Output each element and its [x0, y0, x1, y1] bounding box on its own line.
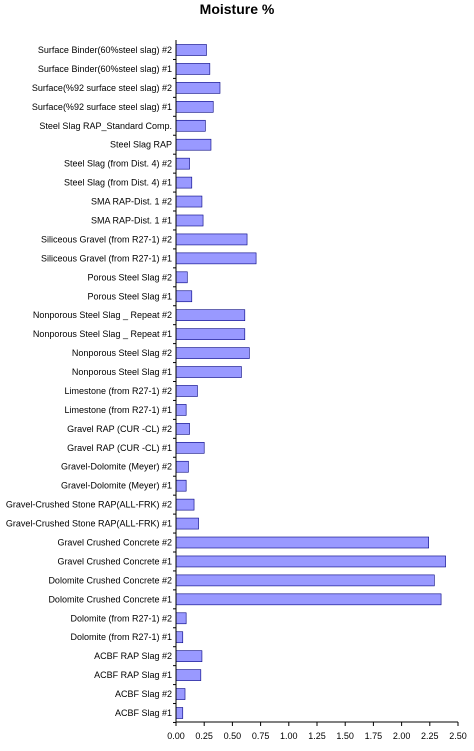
bar — [175, 631, 184, 644]
category-label: Siliceous Gravel (from R27-1) #2 — [41, 234, 172, 244]
bar — [175, 498, 195, 511]
bars-layer — [175, 44, 446, 719]
bar — [175, 385, 198, 397]
category-label: Steel Slag (from Dist. 4) #2 — [64, 159, 172, 169]
category-label: Surface(%92 surface steel slag) #2 — [32, 83, 172, 93]
bar — [175, 328, 246, 340]
category-label: Limestone (from R27-1) #1 — [64, 405, 172, 415]
bar — [175, 536, 429, 549]
bar — [175, 574, 435, 587]
bar — [175, 460, 189, 473]
category-label: Gravel RAP (CUR -CL) #2 — [67, 424, 172, 434]
category-label: Gravel Crushed Concrete #1 — [57, 556, 172, 566]
bar — [175, 233, 248, 246]
bar — [175, 441, 205, 454]
bar — [175, 650, 203, 662]
category-label: Dolomite Crushed Concrete #2 — [48, 575, 172, 585]
category-label: Nonporous Steel Slag _ Repeat #1 — [33, 329, 172, 339]
bar — [175, 423, 190, 435]
x-tick-label: 0.75 — [252, 731, 270, 741]
category-label: ACBF RAP Slag #1 — [94, 670, 172, 680]
x-tick-label: 1.50 — [336, 731, 354, 741]
bar — [175, 63, 211, 75]
bar — [175, 612, 187, 625]
category-label: Gravel-Dolomite (Meyer) #2 — [61, 462, 172, 472]
bar — [175, 176, 193, 189]
category-label: ACBF Slag #1 — [115, 708, 172, 718]
x-tick-label: 1.25 — [308, 731, 326, 741]
x-tick-label: 0.00 — [167, 731, 185, 741]
category-label: ACBF Slag #2 — [115, 689, 172, 699]
category-label: Nonporous Steel Slag #2 — [72, 348, 172, 358]
bar — [175, 252, 257, 265]
category-label: Steel Slag RAP — [110, 140, 172, 150]
category-label: Steel Slag (from Dist. 4) #1 — [64, 178, 172, 188]
category-label: Nonporous Steel Slag _ Repeat #2 — [33, 310, 172, 320]
category-label: Steel Slag RAP_Standard Comp. — [39, 121, 172, 131]
category-label: SMA RAP-Dist. 1 #2 — [91, 197, 172, 207]
category-label: Gravel RAP (CUR -CL) #1 — [67, 443, 172, 453]
bar — [175, 195, 203, 208]
category-labels: Surface Binder(60%steel slag) #2 Surface … — [6, 45, 172, 718]
category-label: SMA RAP-Dist. 1 #1 — [91, 215, 172, 225]
bar — [175, 138, 212, 151]
category-label: Gravel-Crushed Stone RAP(ALL-FRK) #2 — [6, 500, 172, 510]
bar — [175, 82, 221, 94]
category-label: Surface Binder(60%steel slag) #2 — [38, 45, 172, 55]
category-label: ACBF RAP Slag #2 — [94, 651, 172, 661]
bar — [175, 517, 199, 530]
category-label: Gravel-Dolomite (Meyer) #1 — [61, 481, 172, 491]
bar — [175, 290, 193, 303]
bar — [175, 119, 206, 132]
x-tick-label: 2.25 — [421, 731, 439, 741]
bar — [175, 555, 446, 568]
bar — [175, 157, 190, 170]
bar — [175, 366, 242, 378]
bar — [175, 669, 202, 681]
bar — [175, 479, 187, 492]
bar — [175, 347, 250, 359]
bar — [175, 707, 184, 719]
category-label: Dolomite (from R27-1) #2 — [70, 613, 172, 623]
bar — [175, 214, 204, 227]
x-tick-label: 2.00 — [393, 731, 411, 741]
x-axis-ticks: 0.00 0.25 0.50 0.75 1.00 1.25 1.50 1.75 2.00 2.25… — [167, 58, 467, 741]
category-label: Porous Steel Slag #1 — [87, 291, 172, 301]
category-label: Dolomite Crushed Concrete #1 — [48, 594, 172, 604]
category-label: Siliceous Gravel (from R27-1) #1 — [41, 253, 172, 263]
category-label: Surface(%92 surface steel slag) #1 — [32, 102, 172, 112]
category-label: Gravel-Crushed Stone RAP(ALL-FRK) #1 — [6, 519, 172, 529]
bar — [175, 688, 186, 700]
bar — [175, 44, 207, 56]
chart-title: Moisture % — [200, 1, 275, 17]
x-tick-label: 1.00 — [280, 731, 298, 741]
category-label: Porous Steel Slag #2 — [87, 272, 172, 282]
x-tick-label: 2.50 — [449, 731, 467, 741]
category-label: Nonporous Steel Slag #1 — [72, 367, 172, 377]
x-tick-label: 0.50 — [224, 731, 242, 741]
bar — [175, 271, 188, 284]
category-label: Dolomite (from R27-1) #1 — [70, 632, 172, 642]
category-label: Limestone (from R27-1) #2 — [64, 386, 172, 396]
x-tick-label: 0.25 — [195, 731, 213, 741]
bar — [175, 309, 246, 322]
category-label: Gravel Crushed Concrete #2 — [57, 538, 172, 548]
axes — [175, 40, 458, 723]
category-label: Surface Binder(60%steel slag) #1 — [38, 64, 172, 74]
bar — [175, 593, 442, 606]
bar — [175, 101, 214, 113]
x-tick-label: 1.75 — [365, 731, 383, 741]
bar — [175, 404, 187, 416]
